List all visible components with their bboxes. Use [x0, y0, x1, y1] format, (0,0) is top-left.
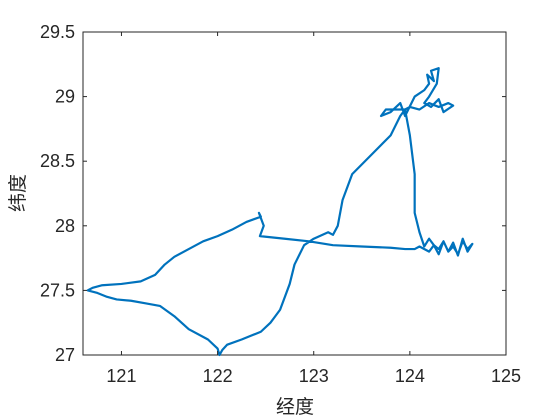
x-tick-label: 123: [299, 366, 329, 386]
x-tick-label: 122: [203, 366, 233, 386]
x-axis-label: 经度: [276, 396, 314, 418]
y-tick-label: 29.5: [40, 22, 75, 42]
x-tick-label: 125: [491, 366, 521, 386]
y-tick-label: 28: [55, 216, 75, 236]
y-tick-label: 27.5: [40, 280, 75, 300]
track-line-0: [86, 67, 474, 357]
axes-box: [82, 31, 507, 356]
x-tick-label: 124: [395, 366, 425, 386]
plot-area: [82, 31, 507, 357]
y-tick-label: 27: [55, 345, 75, 365]
x-tick-label: 121: [106, 366, 136, 386]
y-axis-label: 纬度: [7, 174, 29, 212]
axis-ticks: 121 122 123 124 125 27 27.5 28 28.5 29 29.5: [40, 22, 521, 386]
y-tick-label: 29: [55, 87, 75, 107]
y-tick-label: 28.5: [40, 151, 75, 171]
